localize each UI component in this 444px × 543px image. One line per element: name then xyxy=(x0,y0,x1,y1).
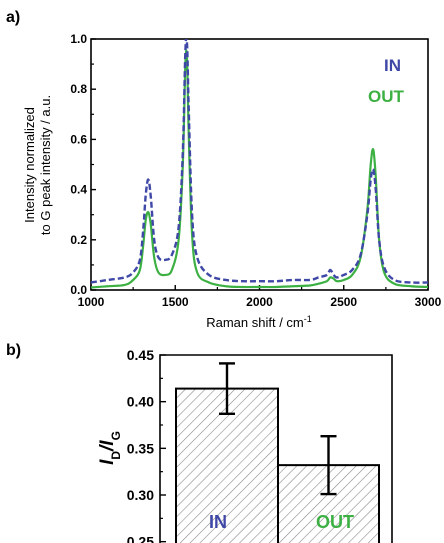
y-tick-label-b: 0.25 xyxy=(127,534,154,543)
x-axis-label-sup: -1 xyxy=(304,314,312,324)
legend-in: IN xyxy=(384,56,401,75)
y-axis-label-b: ID/IG xyxy=(97,431,123,465)
raman-spectrum-chart: 1000 1500 2000 2500 3000 0.0 0.2 0.4 0.6 0.8 1.0 I… xyxy=(22,32,442,330)
x-tick-label-a: 1500 xyxy=(162,295,189,309)
y-tick-label-a: 0.8 xyxy=(70,82,87,96)
ylabel-sub-g: G xyxy=(109,431,123,440)
svg-text:ID/IG: ID/IG xyxy=(97,431,123,465)
y-tick-label-a: 0.0 xyxy=(70,283,87,297)
y-tick-label-a: 0.4 xyxy=(70,183,87,197)
legend-out: OUT xyxy=(368,87,405,106)
plot-b-ticks: 0.25 0.30 0.35 0.40 0.45 xyxy=(127,347,166,543)
ylabel-slash-i: /I xyxy=(97,440,118,452)
x-tick-label-a: 3000 xyxy=(415,295,442,309)
series-line-in xyxy=(91,39,428,284)
x-axis-label-text: Raman shift / cm xyxy=(206,315,304,330)
plot-a-ticks: 1000 1500 2000 2500 3000 0.0 0.2 0.4 0.6 0.8 1.0 xyxy=(70,32,441,309)
plot-b-errorbars xyxy=(219,362,337,496)
x-axis-label-a: Raman shift / cm-1 xyxy=(206,314,312,330)
panel-b-label: b) xyxy=(6,342,21,359)
ylabel-i: I xyxy=(97,459,118,465)
y-tick-label-b: 0.35 xyxy=(127,440,154,456)
y-axis-label-line2: to G peak intensity / a.u. xyxy=(38,95,53,235)
bar-label-out: OUT xyxy=(316,512,354,532)
panel-a-label: a) xyxy=(6,9,20,26)
y-tick-label-a: 0.6 xyxy=(70,132,87,146)
y-tick-label-a: 0.2 xyxy=(70,233,87,247)
x-tick-label-a: 1000 xyxy=(78,295,105,309)
y-tick-label-a: 1.0 xyxy=(70,32,87,46)
x-tick-label-a: 2500 xyxy=(330,295,357,309)
bar-label-in: IN xyxy=(209,512,227,532)
y-axis-label-a: Intensity normalized to G peak intensity… xyxy=(22,95,53,235)
y-tick-label-b: 0.30 xyxy=(127,487,154,503)
id-ig-bar-chart: 0.25 0.30 0.35 0.40 0.45 IN OUT ID/IG xyxy=(97,347,393,543)
y-tick-label-b: 0.40 xyxy=(127,394,154,410)
plot-a-series xyxy=(91,39,428,289)
y-axis-label-line1: Intensity normalized xyxy=(22,107,37,223)
y-tick-label-b: 0.45 xyxy=(127,347,154,363)
series-line-out xyxy=(91,49,428,289)
ylabel-sub-d: D xyxy=(109,451,123,460)
x-tick-label-a: 2000 xyxy=(246,295,273,309)
